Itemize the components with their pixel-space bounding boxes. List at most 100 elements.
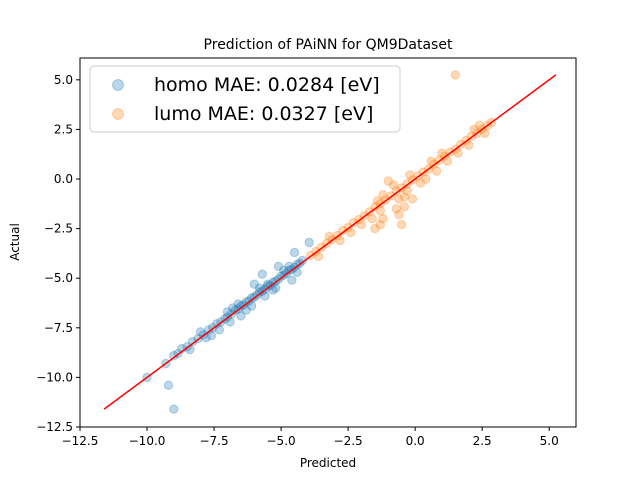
chart-title: Prediction of PAiNN for QM9Dataset bbox=[204, 37, 453, 53]
data-point bbox=[378, 190, 388, 200]
y-tick-label: −2.5 bbox=[44, 222, 73, 236]
data-point bbox=[370, 202, 380, 212]
data-point bbox=[415, 178, 426, 188]
data-point bbox=[225, 317, 235, 327]
data-point bbox=[407, 194, 418, 204]
data-point bbox=[163, 380, 174, 390]
data-point bbox=[260, 291, 270, 301]
data-point bbox=[263, 279, 273, 289]
data-point bbox=[338, 225, 348, 236]
data-point bbox=[257, 269, 267, 279]
data-point bbox=[304, 237, 314, 248]
data-point bbox=[185, 344, 195, 355]
data-point bbox=[324, 231, 334, 242]
data-point bbox=[389, 180, 399, 190]
x-tick-label: −12.5 bbox=[62, 434, 99, 448]
plot-area bbox=[79, 57, 577, 428]
x-tick-label: −2.5 bbox=[334, 434, 363, 448]
data-point bbox=[254, 287, 265, 297]
data-point bbox=[367, 214, 377, 224]
data-point bbox=[394, 194, 404, 204]
data-point bbox=[187, 337, 198, 347]
y-tick-label: −5.0 bbox=[44, 271, 73, 285]
data-point bbox=[271, 283, 281, 293]
reference-line-layer bbox=[103, 74, 557, 410]
x-tick-label: 5.0 bbox=[540, 434, 559, 448]
data-point bbox=[204, 325, 214, 335]
data-point bbox=[236, 301, 246, 311]
data-point bbox=[450, 70, 461, 80]
y-tick-label: −12.5 bbox=[36, 420, 73, 434]
data-point bbox=[292, 259, 302, 269]
data-point bbox=[241, 305, 251, 315]
data-point bbox=[201, 333, 211, 343]
legend-box bbox=[89, 65, 401, 133]
data-point bbox=[279, 265, 289, 275]
series-0 bbox=[142, 237, 314, 414]
y-axis-ticks: −12.5 −10.0 −7.5 −5.0 −2.5 0.0 2.5 5.0 bbox=[36, 73, 80, 434]
data-point bbox=[399, 202, 410, 212]
data-point bbox=[206, 331, 217, 341]
data-point bbox=[442, 156, 452, 166]
data-point bbox=[335, 235, 345, 246]
data-point bbox=[375, 219, 385, 230]
data-point bbox=[212, 319, 222, 329]
data-point bbox=[348, 218, 359, 228]
data-point bbox=[246, 301, 257, 311]
data-point bbox=[297, 255, 308, 266]
y-tick-label: 5.0 bbox=[54, 73, 73, 87]
data-point bbox=[268, 277, 278, 287]
data-point bbox=[273, 261, 284, 271]
data-point bbox=[169, 350, 179, 361]
data-point bbox=[263, 281, 273, 291]
data-point bbox=[249, 279, 260, 289]
data-point bbox=[399, 192, 410, 202]
x-tick-label: 2.5 bbox=[473, 434, 492, 448]
data-point bbox=[426, 156, 436, 166]
data-point bbox=[453, 148, 463, 158]
data-point bbox=[230, 305, 241, 315]
data-point bbox=[397, 219, 407, 230]
data-point bbox=[228, 303, 238, 313]
data-point bbox=[391, 186, 402, 196]
data-point bbox=[284, 265, 294, 275]
data-point bbox=[214, 325, 225, 335]
legend-label-homo: homo MAE: 0.0284 [eV] bbox=[154, 74, 380, 96]
data-point bbox=[405, 170, 415, 180]
data-point bbox=[474, 120, 485, 131]
data-point bbox=[391, 204, 402, 214]
x-axis-label: Predicted bbox=[300, 456, 356, 470]
data-point bbox=[375, 206, 385, 216]
data-point bbox=[292, 267, 302, 277]
data-point bbox=[241, 297, 251, 307]
x-tick-label: −10.0 bbox=[129, 434, 166, 448]
data-point bbox=[169, 404, 179, 414]
legend: homo MAE: 0.0284 [eV] lumo MAE: 0.0327 [… bbox=[89, 65, 401, 133]
data-point bbox=[289, 247, 300, 258]
data-point bbox=[313, 251, 324, 262]
reference-line bbox=[103, 74, 557, 410]
data-point bbox=[383, 176, 393, 186]
data-point bbox=[421, 174, 431, 184]
data-point bbox=[372, 196, 383, 206]
data-point bbox=[246, 293, 257, 303]
data-point bbox=[394, 210, 404, 220]
y-axis-label: Actual bbox=[8, 223, 22, 261]
x-tick-label: −7.5 bbox=[199, 434, 228, 448]
data-point bbox=[287, 275, 297, 285]
legend-marker-lumo bbox=[112, 108, 124, 120]
x-axis-ticks: −12.5 −10.0 −7.5 −5.0 −2.5 0.0 2.5 5.0 bbox=[62, 427, 559, 448]
data-point bbox=[431, 166, 442, 176]
data-point bbox=[236, 311, 246, 321]
y-tick-label: −10.0 bbox=[36, 370, 73, 384]
x-tick-label: 0.0 bbox=[406, 434, 425, 448]
data-point bbox=[222, 307, 233, 317]
data-point bbox=[469, 124, 479, 135]
x-tick-label: −5.0 bbox=[267, 434, 296, 448]
data-point bbox=[346, 227, 356, 238]
data-point bbox=[276, 271, 286, 281]
data-point bbox=[356, 219, 367, 230]
data-point bbox=[378, 214, 388, 224]
data-point bbox=[437, 148, 447, 158]
